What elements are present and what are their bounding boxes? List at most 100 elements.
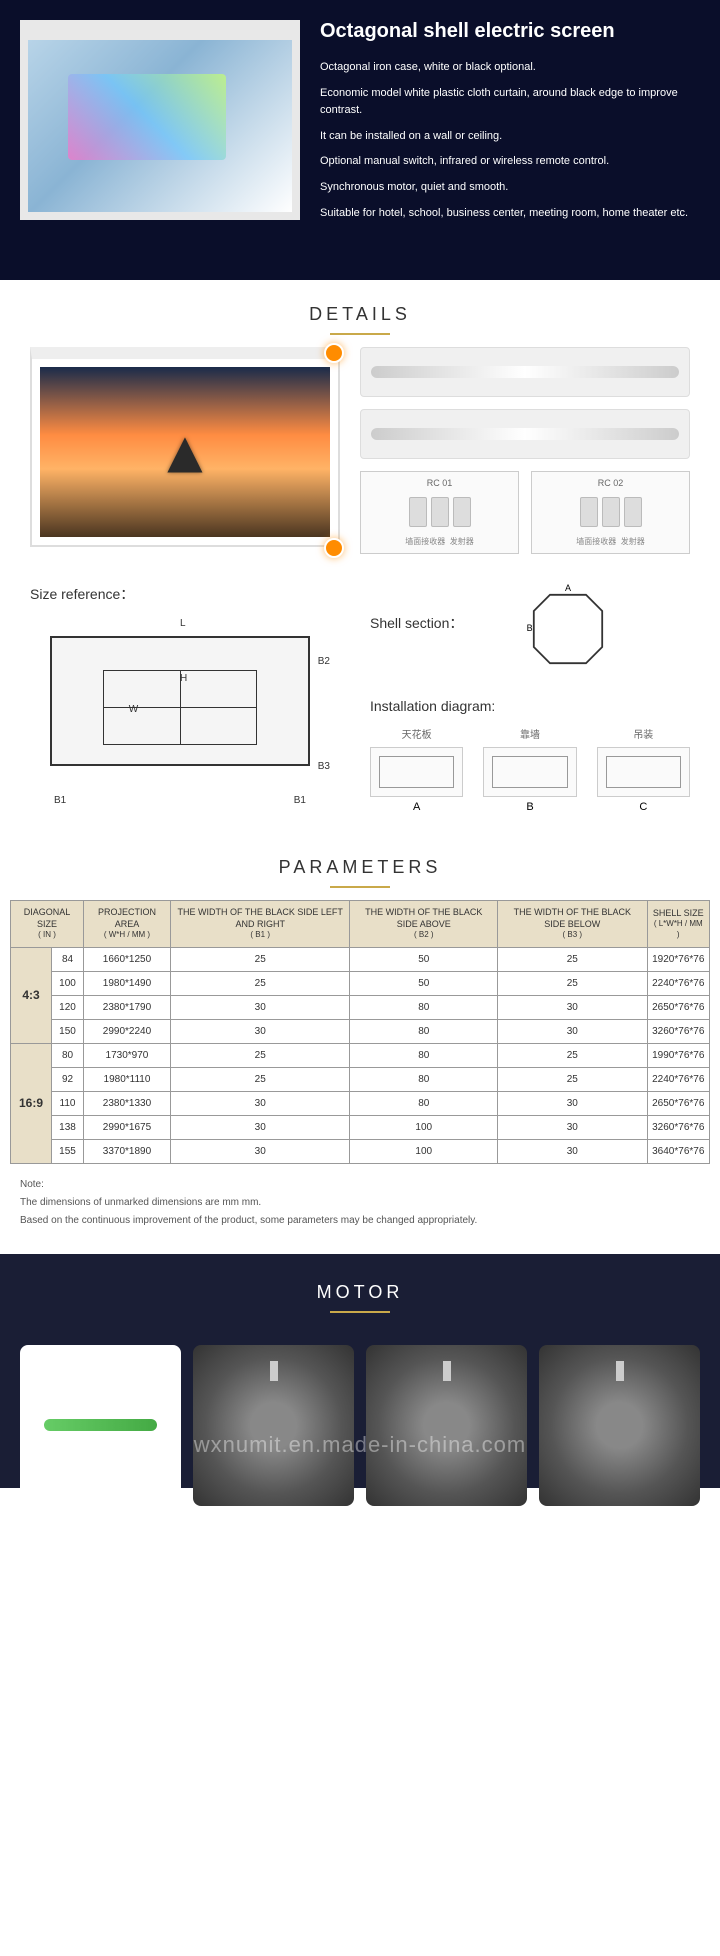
rc-subtext: 墙面接收器 发射器 [367, 536, 512, 547]
table-row: 1382990*167530100303260*76*76 [11, 1115, 710, 1139]
install-label: A [370, 801, 463, 813]
table-row: 921980*11102580252240*76*76 [11, 1067, 710, 1091]
table-cell: 80 [350, 1067, 498, 1091]
table-cell: 3640*76*76 [647, 1139, 709, 1163]
hero-section: Octagonal shell electric screen Octagona… [0, 0, 720, 280]
dim-label: B2 [318, 656, 330, 667]
hero-bullet: Synchronous motor, quiet and smooth. [320, 179, 700, 197]
motor-section: MOTOR Tubular MotorSynchronous MotorSync… [0, 1254, 720, 1488]
install-diagram [597, 747, 690, 797]
table-header-row: DIAGONAL SIZE( IN ) PROJECTION AREA( W*H… [11, 901, 710, 948]
table-cell: 3370*1890 [83, 1139, 170, 1163]
table-cell: 150 [52, 1019, 84, 1043]
motor-image [193, 1345, 354, 1506]
motor-image [366, 1345, 527, 1506]
install-title: Installation diagram: [370, 698, 690, 714]
rc-label: RC 01 [367, 478, 512, 488]
table-cell: 30 [498, 1019, 647, 1043]
ratio-cell: 16:9 [11, 1043, 52, 1163]
motor-label: Tubular Motor [20, 1518, 181, 1532]
table-row: 16:9801730*9702580251990*76*76 [11, 1043, 710, 1067]
remote-control-row: RC 01 墙面接收器 发射器 RC 02 墙面接收器 发射器 [360, 471, 690, 554]
details-heading: DETAILS [0, 280, 720, 347]
table-cell: 120 [52, 995, 84, 1019]
motor-item: Synchronous Motor [193, 1345, 354, 1532]
shell-and-install: Shell section： AB Installation diagram: … [370, 584, 690, 813]
table-cell: 80 [350, 1091, 498, 1115]
parameters-heading: PARAMETERS [0, 833, 720, 900]
table-cell: 2650*76*76 [647, 1091, 709, 1115]
table-cell: 25 [170, 1067, 350, 1091]
rc-icons [538, 492, 683, 532]
th-b3: THE WIDTH OF THE BLACK SIDE BELOW( B3 ) [498, 901, 647, 948]
dim-label: B3 [318, 761, 330, 772]
table-cell: 25 [170, 947, 350, 971]
th-b2: THE WIDTH OF THE BLACK SIDE ABOVE( B2 ) [350, 901, 498, 948]
install-label: B [483, 801, 576, 813]
install-type: 天花板 [370, 726, 463, 741]
motor-item: Synchronous Motor [366, 1345, 527, 1532]
notes-section: Note: The dimensions of unmarked dimensi… [0, 1164, 720, 1254]
install-diagram [483, 747, 576, 797]
details-side: RC 01 墙面接收器 发射器 RC 02 墙面接收器 发射器 [360, 347, 690, 554]
diagrams-section: Size reference： L H W B2 B3 B1 B1 Shell … [0, 584, 720, 833]
table-cell: 25 [170, 971, 350, 995]
motor-image [539, 1345, 700, 1506]
dim-label: A [565, 584, 571, 593]
table-row: 1553370*189030100303640*76*76 [11, 1139, 710, 1163]
notes-title: Note: [20, 1176, 700, 1194]
table-cell: 30 [498, 1091, 647, 1115]
table-cell: 50 [350, 947, 498, 971]
motor-row: Tubular Motor Synchronous Motor Synchronou… [0, 1325, 720, 1532]
table-cell: 1660*1250 [83, 947, 170, 971]
shell-section-title: Shell section： [370, 613, 463, 633]
table-cell: 84 [52, 947, 84, 971]
table-cell: 1920*76*76 [647, 947, 709, 971]
details-section: RC 01 墙面接收器 发射器 RC 02 墙面接收器 发射器 [0, 347, 720, 584]
hero-product-image [20, 20, 300, 220]
hero-bullet: Suitable for hotel, school, business cen… [320, 205, 700, 223]
table-row: 1001980*14902550252240*76*76 [11, 971, 710, 995]
dim-label: H [180, 673, 187, 684]
th-b1: THE WIDTH OF THE BLACK SIDE LEFT AND RIG… [170, 901, 350, 948]
table-cell: 50 [350, 971, 498, 995]
install-item: 吊装 C [597, 726, 690, 813]
table-cell: 80 [350, 1043, 498, 1067]
table-cell: 30 [170, 1091, 350, 1115]
table-cell: 80 [350, 1019, 498, 1043]
shell-detail-image [360, 347, 690, 397]
octagon-diagram: AB [523, 584, 613, 674]
table-cell: 110 [52, 1091, 84, 1115]
motor-label: Synchronous Motor [539, 1518, 700, 1532]
th-diagonal: DIAGONAL SIZE( IN ) [11, 901, 84, 948]
th-shell: SHELL SIZE( L*W*H / MM ) [647, 901, 709, 948]
install-label: C [597, 801, 690, 813]
table-cell: 80 [52, 1043, 84, 1067]
ratio-cell: 4:3 [11, 947, 52, 1043]
motor-label: Synchronous Motor [193, 1518, 354, 1532]
hero-bullet: Optional manual switch, infrared or wire… [320, 153, 700, 171]
rc-box: RC 01 墙面接收器 发射器 [360, 471, 519, 554]
motor-item: Synchronous Motor [539, 1345, 700, 1532]
install-diagram [370, 747, 463, 797]
table-cell: 30 [170, 1019, 350, 1043]
install-item: 靠墙 B [483, 726, 576, 813]
notes-line: The dimensions of unmarked dimensions ar… [20, 1194, 700, 1212]
install-row: 天花板 A 靠墙 B 吊装 C [370, 726, 690, 813]
table-cell: 2650*76*76 [647, 995, 709, 1019]
table-cell: 30 [170, 995, 350, 1019]
table-cell: 30 [170, 1115, 350, 1139]
table-cell: 100 [350, 1115, 498, 1139]
motor-label: Synchronous Motor [366, 1518, 527, 1532]
table-row: 4:3841660*12502550251920*76*76 [11, 947, 710, 971]
table-cell: 2240*76*76 [647, 1067, 709, 1091]
rc-label: RC 02 [538, 478, 683, 488]
hero-title: Octagonal shell electric screen [320, 20, 700, 43]
table-row: 1502990*22403080303260*76*76 [11, 1019, 710, 1043]
dim-label: B1 [54, 795, 66, 806]
table-cell: 30 [498, 1115, 647, 1139]
table-cell: 2990*1675 [83, 1115, 170, 1139]
hero-text: Octagonal shell electric screen Octagona… [320, 20, 700, 260]
install-item: 天花板 A [370, 726, 463, 813]
table-cell: 1980*1490 [83, 971, 170, 995]
